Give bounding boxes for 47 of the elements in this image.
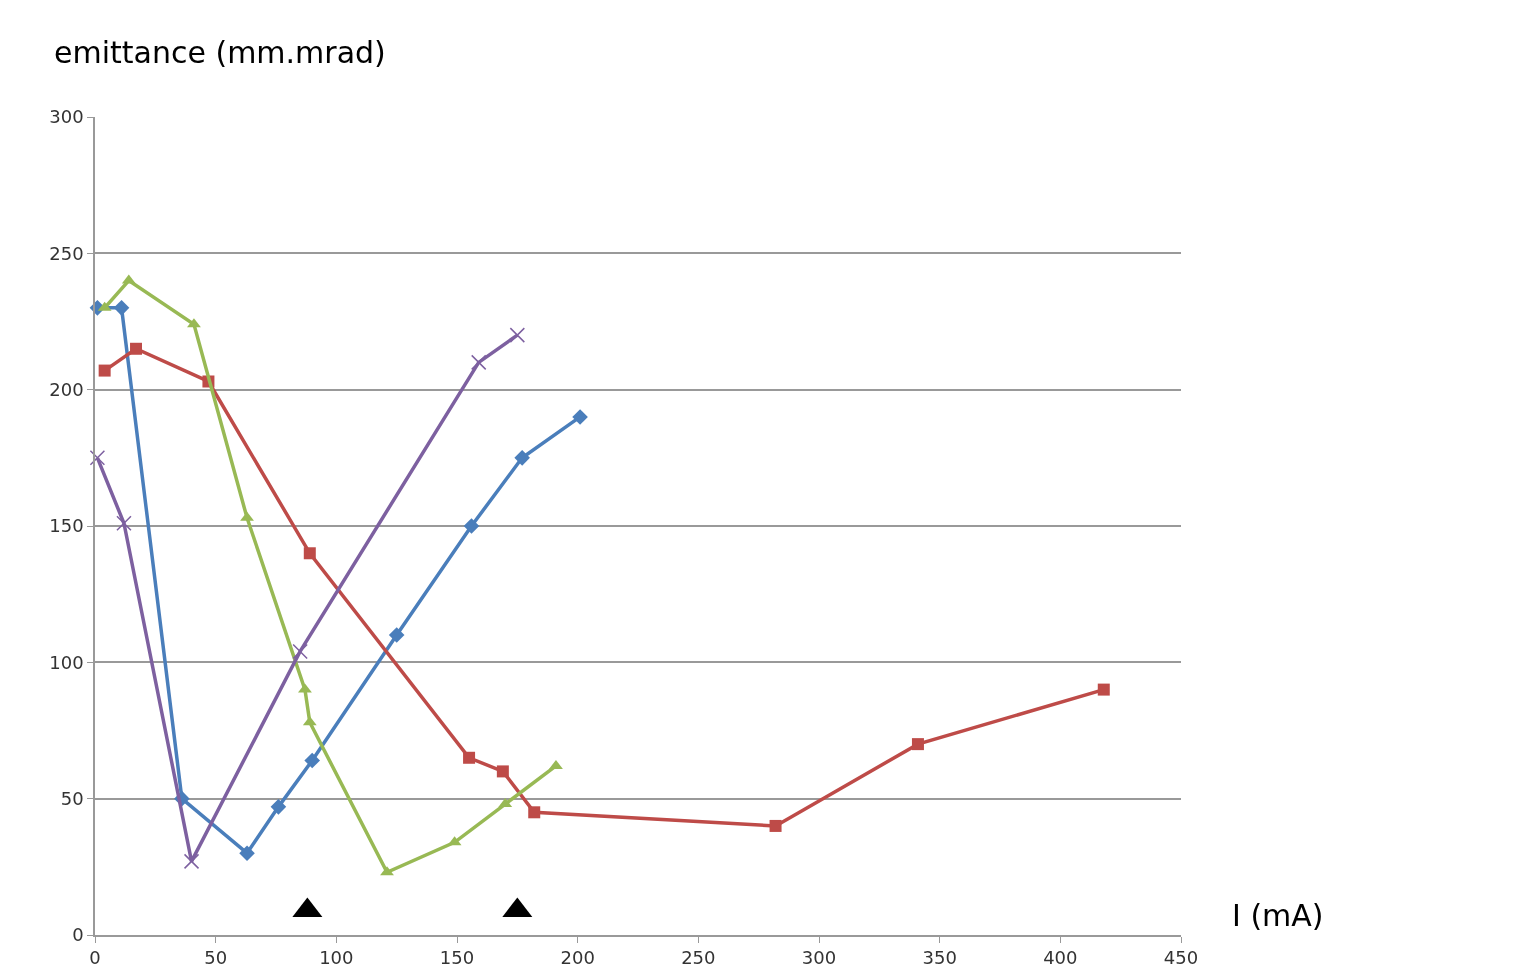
point (130, 342, 143, 355)
point (769, 819, 782, 832)
x-tick-label: 400 (1043, 947, 1078, 969)
point (509, 327, 526, 343)
point (98, 364, 111, 377)
point (304, 752, 320, 769)
y-tick-label: 100 (49, 651, 84, 673)
point (113, 300, 130, 316)
point (89, 450, 106, 466)
point (528, 806, 541, 819)
point (470, 354, 487, 371)
y-tick-label: 200 (49, 378, 84, 400)
y-tick-label: 300 (49, 106, 84, 128)
y-axis-title: emittance (mm.mrad) (54, 35, 386, 70)
point (463, 518, 480, 534)
x-tick-label: 250 (681, 947, 716, 969)
point (388, 627, 405, 643)
point (298, 683, 312, 693)
point (496, 765, 509, 778)
point (303, 547, 316, 560)
point (1097, 683, 1110, 696)
x-tick-label: 300 (801, 947, 837, 969)
x-tick-label: 50 (204, 947, 228, 969)
point (549, 759, 563, 769)
y-tick-label: 250 (49, 242, 84, 264)
x-axis-title: I (mA) (1232, 898, 1324, 933)
x-tick-label: 100 (319, 947, 354, 969)
point (116, 515, 132, 532)
y-tick-label: 150 (49, 515, 84, 537)
x-tick-label: 450 (1163, 947, 1199, 969)
point (240, 511, 254, 521)
point (380, 866, 394, 876)
point (911, 738, 924, 751)
point (183, 853, 200, 870)
x-tick-label: 150 (439, 947, 475, 969)
y-tick-label: 0 (72, 924, 84, 946)
point (239, 845, 255, 861)
point (514, 450, 530, 466)
x-tick-label: 200 (560, 947, 595, 969)
point (187, 318, 201, 328)
point (292, 643, 308, 660)
point (270, 799, 287, 815)
x-tick-label: 0 (89, 947, 101, 969)
y-tick-label: 50 (60, 787, 84, 809)
x-tick-label: 350 (922, 947, 957, 969)
point (463, 751, 476, 764)
point (572, 409, 588, 425)
